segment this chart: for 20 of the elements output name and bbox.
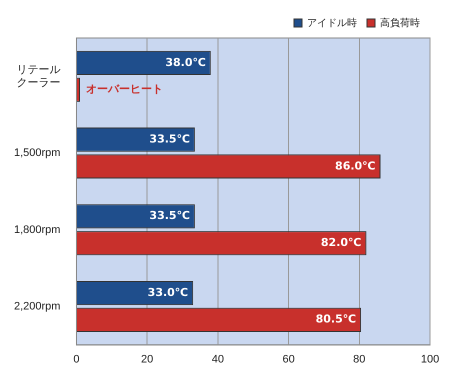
- y-tick-label: 1,500rpm: [14, 147, 60, 160]
- y-tick-label: リテールクーラー: [16, 64, 60, 89]
- data-label: 80.5℃: [316, 312, 356, 326]
- legend-label: 高負荷時: [380, 16, 420, 29]
- x-tick-label: 60: [282, 353, 295, 366]
- legend-label: アイドル時: [307, 16, 357, 29]
- data-label: 86.0℃: [335, 159, 376, 172]
- x-tick-label: 100: [420, 353, 440, 366]
- x-tick-label: 0: [73, 353, 80, 366]
- y-tick-label: 1,800rpm: [14, 224, 60, 236]
- data-label: 33.5℃: [149, 209, 190, 222]
- data-label: 33.5℃: [149, 132, 190, 146]
- x-tick-label: 80: [353, 353, 366, 366]
- data-label: 82.0℃: [320, 236, 362, 250]
- y-tick-label: 2,200rpm: [14, 300, 60, 312]
- x-tick-label: 20: [141, 353, 154, 366]
- x-tick-label: 40: [212, 353, 224, 366]
- data-label: 33.0℃: [148, 286, 188, 299]
- data-label: 38.0℃: [165, 56, 206, 69]
- data-label: オーバーヒート: [86, 82, 164, 96]
